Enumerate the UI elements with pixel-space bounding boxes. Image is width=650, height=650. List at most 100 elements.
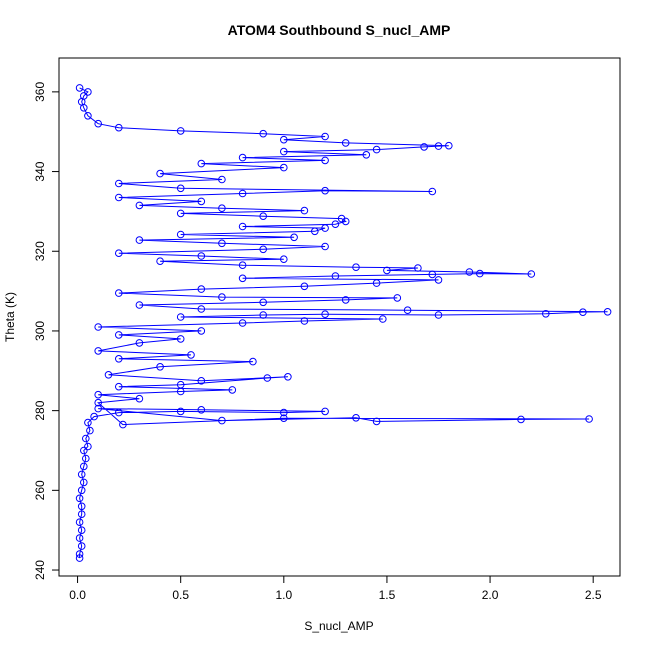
data-point [579,308,587,317]
data-point [197,285,206,293]
data-point [238,261,247,270]
data-point [238,222,247,231]
data-point [362,151,371,159]
data-point [94,119,102,128]
data-point [80,446,88,455]
data-point [115,249,123,257]
data-point [156,257,164,266]
series-line [79,87,608,559]
data-point [527,270,536,278]
y-tick-label: 240 [33,560,47,580]
data-point [352,414,360,422]
x-tick-label: 2.5 [585,588,602,602]
data-point [300,282,309,291]
data-point [94,398,102,407]
data-point [115,331,123,339]
data-point [77,510,86,519]
data-point [77,526,86,535]
data-point [434,276,443,284]
data-point [197,406,206,414]
data-point [238,189,247,198]
data-point [280,255,288,264]
y-tick-label: 280 [33,400,47,420]
data-point [372,417,381,426]
data-point [259,311,268,319]
data-point [77,542,86,550]
data-point [80,478,88,487]
data-point [197,159,206,168]
data-point [372,279,381,287]
data-point [428,187,437,196]
y-tick-label: 320 [33,241,47,261]
data-point [321,186,329,195]
x-tick-label: 1.0 [275,588,292,602]
data-point [94,404,102,413]
data-point [176,335,185,343]
data-point [259,245,268,254]
data-point [238,153,247,162]
data-point [300,206,309,215]
data-point [80,92,88,100]
data-point [290,233,298,242]
x-tick-label: 2.0 [482,588,499,602]
y-axis-label: Theta (K) [3,292,17,342]
data-point [372,145,381,154]
data-point [379,315,387,323]
x-tick-label: 0.0 [69,588,86,602]
data-point [82,454,90,463]
data-point [135,301,144,309]
x-tick-label: 0.5 [172,588,189,602]
data-point [135,394,144,403]
data-point [300,317,309,325]
data-point [176,127,185,135]
data-point [197,197,206,206]
data-point [331,220,340,228]
data-point [135,236,144,244]
data-point [218,293,226,301]
data-point [94,347,102,355]
data-point [94,323,102,331]
data-point [75,550,84,558]
data-point [311,227,319,236]
y-tick-label: 260 [33,480,47,500]
data-point [280,147,288,156]
data-point [280,414,288,423]
y-tick-label: 340 [33,161,47,181]
data-point [156,363,164,371]
data-point [321,156,329,165]
data-point [84,418,92,427]
data-point [84,88,92,96]
data-point [414,264,422,272]
data-point [542,310,550,318]
data-point [341,139,350,147]
y-tick-label: 360 [33,82,47,102]
data-point [75,518,84,527]
data-point [383,266,391,275]
data-point [115,382,123,391]
data-point [90,412,98,421]
data-point [176,209,185,218]
data-point [197,377,206,385]
data-point [135,201,144,210]
data-point [284,373,292,381]
data-point [476,269,484,278]
data-point [115,193,123,202]
data-point [585,415,593,423]
data-point [352,263,360,272]
data-point [259,129,268,138]
data-point [77,502,86,511]
data-point [603,308,612,316]
data-point [75,494,84,503]
data-point [321,132,329,141]
data-point [321,242,329,251]
plot-frame [58,57,621,577]
data-point [337,214,346,223]
data-point [75,534,84,542]
data-point [259,212,268,220]
data-point [420,143,428,151]
data-point [176,407,185,416]
data-point [218,239,226,248]
data-point [135,339,144,347]
data-point [321,310,329,319]
